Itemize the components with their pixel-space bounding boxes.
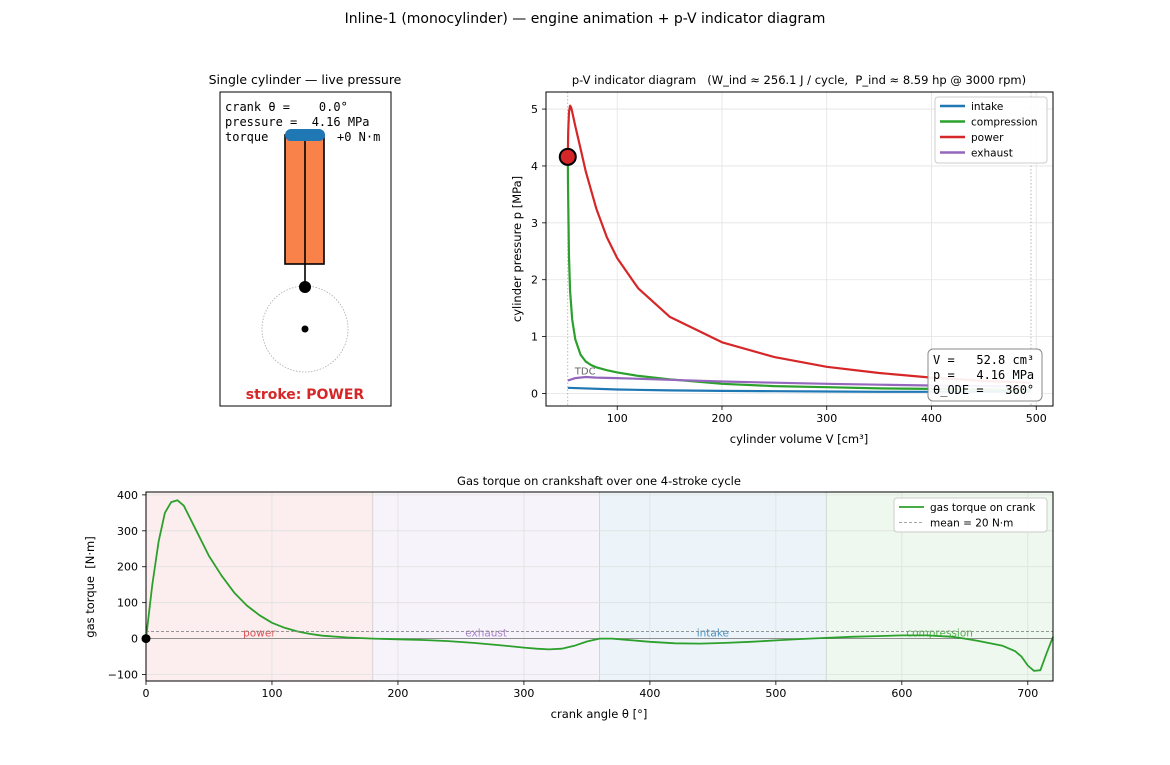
engine-panel: Single cylinder — live pressure crank θ … [209,72,402,407]
pv-legend-box [934,96,1048,164]
pv-info-theta: θ_ODE = 360° [933,383,1034,397]
tq-region-label-power: power [243,628,276,640]
tq-ytick-label: 100 [117,597,138,610]
tq-legend-label-1: mean = 20 N·m [930,518,1013,530]
crank-readout: crank θ = 0.0° [225,100,348,114]
stroke-label: stroke: POWER [246,387,365,403]
torque-chart-title: Gas torque on crankshaft over one 4-stro… [457,474,741,488]
torque-chart: Gas torque on crankshaft over one 4-stro… [83,474,1054,721]
tq-xtick-label: 600 [891,687,912,700]
tq-region-intake [599,492,827,681]
tq-xtick-label: 100 [261,687,282,700]
wrist-pin [299,281,311,293]
pv-legend: intake compression power exhaust [934,96,1048,164]
pv-xlabel: cylinder volume V [cm³] [730,432,868,446]
pv-ytick-label: 4 [531,160,538,173]
pv-xtick-label: 200 [711,412,732,425]
pv-series-exhaust [567,375,1032,388]
tq-legend-label-0: gas torque on crank [930,502,1036,514]
tq-region-power [146,492,373,681]
tq-ytick-label: 300 [117,525,138,538]
tq-region-label-intake: intake [697,628,729,640]
pv-tdc-label: TDC [574,367,596,378]
tq-ytick-label: 200 [117,561,138,574]
tq-region-label-exhaust: exhaust [465,628,507,640]
tq-xtick-label: 400 [639,687,660,700]
pv-xtick-label: 400 [921,412,942,425]
pv-info-frame [927,348,1043,402]
pv-chart: p-V indicator diagram (W_ind ≈ 256.1 J /… [510,73,1054,446]
pv-ytick-label: 2 [531,274,538,287]
pv-plot-frame [545,91,1054,407]
pv-legend-label-intake: intake [971,101,1003,113]
pv-series-power [566,104,1032,384]
pv-ylabel: cylinder pressure p [MPa] [510,176,524,322]
pv-xtick-label: 100 [607,412,628,425]
tq-ytick-label: −100 [108,669,138,682]
figure-title: Inline-1 (monocylinder) — engine animati… [345,11,826,27]
torque-readout-label: torque [225,130,268,144]
piston-crown [285,129,325,141]
tq-xtick-label: 300 [513,687,534,700]
tq-legend: gas torque on crank mean = 20 N·m [893,497,1048,533]
tq-xtick-label: 200 [387,687,408,700]
tq-ytick-label: 0 [131,633,138,646]
pv-legend-label-exhaust: exhaust [971,148,1013,160]
tq-ticks: 0 100 200 300 400 500 600 700 −100 0 100 200 300 400 [108,489,1039,700]
pv-xtick-label: 500 [1026,412,1047,425]
engine-panel-title: Single cylinder — live pressure [209,72,402,87]
pv-ytick-label: 1 [531,331,538,344]
pv-xtick-label: 300 [816,412,837,425]
pv-chart-title: p-V indicator diagram (W_ind ≈ 256.1 J /… [572,73,1026,87]
tq-regions: power exhaust intake compression [146,492,1053,681]
pv-tdc-markers: TDC [567,92,1032,406]
tq-xtick-label: 700 [1017,687,1038,700]
tq-xtick-label: 0 [143,687,150,700]
pv-legend-label-compression: compression [971,117,1038,129]
tq-xlabel: crank angle θ [°] [551,707,648,721]
pv-info-box: V = 52.8 cm³ p = 4.16 MPa θ_ODE = 360° [927,348,1043,402]
crank-center [301,325,309,333]
pv-ytick-label: 0 [531,387,538,400]
tq-ylabel: gas torque [N·m] [83,536,97,637]
pv-info-pressure: p = 4.16 MPa [933,368,1034,382]
tq-ytick-label: 400 [117,489,138,502]
pv-ticks: 100 200 300 400 500 0 1 2 3 4 5 [531,103,1047,425]
pv-ytick-label: 5 [531,103,538,116]
pv-current-point [558,147,577,166]
tq-region-exhaust [372,492,600,681]
tq-xtick-label: 500 [765,687,786,700]
pv-series-compression [566,156,1032,392]
torque-readout-value: +0 N·m [337,130,380,144]
pv-info-volume: V = 52.8 cm³ [933,353,1034,367]
tq-lines [141,499,1054,672]
tq-plot-frame [145,491,1054,682]
tq-legend-box [893,497,1048,533]
pv-ytick-label: 3 [531,217,538,230]
tq-series-gas-torque [145,499,1054,672]
pressure-readout: pressure = 4.16 MPa [225,115,370,129]
pv-legend-label-power: power [971,132,1004,144]
